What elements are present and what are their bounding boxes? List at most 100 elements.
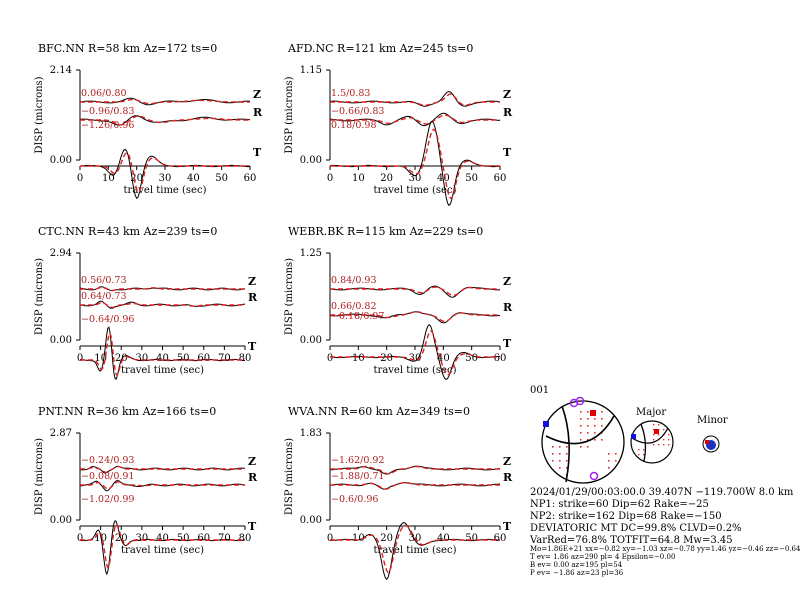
- component-label: Z: [248, 275, 256, 288]
- component-label: R: [503, 106, 513, 119]
- observed-trace-r: [329, 482, 500, 490]
- component-label: R: [248, 471, 258, 484]
- component-label: T: [503, 520, 512, 533]
- y-max-label: 2.94: [50, 248, 72, 259]
- x-tick-label: 10: [352, 353, 365, 364]
- minor-t-marker: [705, 440, 709, 444]
- x-tick-label: 50: [177, 533, 190, 544]
- fit-label: −0.64/0.96: [81, 314, 134, 325]
- y-max-label: 2.14: [50, 65, 72, 76]
- synthetic-trace-r: [330, 481, 500, 490]
- component-label: Z: [253, 88, 261, 101]
- y-min-label: 0.00: [300, 515, 322, 526]
- nodal-plane-2: [545, 415, 615, 445]
- event-id: 001: [530, 385, 549, 396]
- component-label: R: [503, 471, 513, 484]
- x-tick-label: 40: [187, 173, 200, 184]
- fit-label: −1.62/0.92: [331, 455, 384, 466]
- x-tick-label: 20: [380, 533, 393, 544]
- panel-title: AFD.NC R=121 km Az=245 ts=0: [287, 42, 473, 55]
- x-tick-label: 10: [352, 173, 365, 184]
- moment-tensor-line: T ev= 1.86 az=290 pl= 4 Epsilon=−0.00: [530, 553, 675, 561]
- major-plane: [631, 427, 669, 444]
- y-axis-label: DISP (microns): [34, 438, 45, 515]
- x-tick-label: 80: [239, 353, 252, 364]
- moment-tensor-line: P ev= −1.86 az=23 pl=36: [530, 569, 624, 577]
- waveform-panel-webr-bk: WEBR.BK R=115 km Az=229 ts=0 1.25 0.00 DISP…: [284, 225, 513, 381]
- synthetic-trace-t: [80, 523, 245, 569]
- x-tick-label: 60: [494, 353, 507, 364]
- x-tick-label: 0: [77, 173, 83, 184]
- x-axis-label: travel time (sec): [121, 365, 204, 376]
- y-max-label: 2.87: [50, 428, 72, 439]
- major-t-marker: [654, 429, 659, 434]
- p-axis-marker: [543, 421, 549, 427]
- x-tick-label: 20: [130, 173, 143, 184]
- x-tick-label: 0: [327, 533, 333, 544]
- x-tick-label: 20: [115, 353, 128, 364]
- component-label: R: [248, 291, 258, 304]
- fit-label: −1.26/0.96: [81, 120, 134, 131]
- synthetic-trace-r: [80, 115, 250, 126]
- x-axis-label: travel time (sec): [374, 545, 457, 556]
- synthetic-trace-z: [80, 98, 250, 105]
- x-tick-label: 30: [409, 353, 422, 364]
- observed-trace-r: [79, 480, 246, 492]
- x-tick-label: 60: [197, 353, 210, 364]
- component-label: Z: [248, 455, 256, 468]
- y-axis-label: DISP (microns): [284, 438, 295, 515]
- major-plane: [640, 423, 647, 462]
- x-tick-label: 10: [94, 353, 107, 364]
- x-tick-label: 0: [77, 533, 83, 544]
- component-label: T: [248, 520, 257, 533]
- beachball-major: Major: [630, 407, 674, 464]
- fit-label: 0.64/0.73: [81, 291, 127, 302]
- fit-label: −0.66/0.83: [331, 106, 384, 117]
- nodal-plane-1: [561, 405, 570, 483]
- component-label: T: [248, 340, 257, 353]
- fit-label: 0.66/0.82: [331, 301, 377, 312]
- synthetic-trace-t: [330, 128, 500, 200]
- waveform-panel-wva-nn: WVA.NN R=60 km Az=349 ts=0 1.83 0.00 DISP (…: [284, 405, 513, 581]
- y-axis-label: DISP (microns): [284, 76, 295, 153]
- fit-label: 0.84/0.93: [331, 275, 377, 286]
- panel-title: BFC.NN R=58 km Az=172 ts=0: [38, 42, 217, 55]
- x-tick-label: 30: [159, 173, 172, 184]
- waveform-panel-pnt-nn: PNT.NN R=36 km Az=166 ts=0 2.87 0.00 DISP (…: [34, 405, 258, 576]
- x-tick-label: 70: [218, 533, 231, 544]
- moment-tensor-line: B ev= 0.00 az=195 pl=54: [530, 561, 623, 569]
- synthetic-trace-z: [80, 465, 245, 474]
- x-tick-label: 70: [218, 353, 231, 364]
- synthetic-trace-t: [330, 524, 500, 574]
- fit-label: −1.88/0.71: [331, 471, 384, 482]
- waveform-panel-afd-nc: AFD.NC R=121 km Az=245 ts=0 1.15 0.00 DISP …: [284, 42, 513, 207]
- x-tick-label: 0: [327, 353, 333, 364]
- waveform-panel-ctc-nn: CTC.NN R=43 km Az=239 ts=0 2.94 0.00 DISP (…: [34, 225, 258, 380]
- synthetic-trace-r: [80, 480, 245, 490]
- synthetic-trace-z: [330, 93, 500, 107]
- observed-trace-z: [329, 285, 500, 298]
- major-label: Major: [636, 407, 666, 418]
- fit-label: −0.96/0.83: [81, 106, 134, 117]
- fit-label: 1.5/0.83: [331, 88, 370, 99]
- observed-trace-z: [79, 97, 250, 106]
- x-tick-label: 50: [465, 173, 478, 184]
- t-axis-marker: [590, 410, 596, 416]
- component-label: T: [503, 337, 512, 350]
- x-tick-label: 80: [239, 533, 252, 544]
- x-tick-label: 50: [465, 353, 478, 364]
- y-min-label: 0.00: [50, 515, 72, 526]
- y-max-label: 1.25: [300, 248, 322, 259]
- synthetic-trace-r: [330, 310, 500, 323]
- waveform-panel-bfc-nn: BFC.NN R=58 km Az=172 ts=0 2.14 0.00 DISP (…: [34, 42, 263, 200]
- x-axis-label: travel time (sec): [374, 185, 457, 196]
- beachball-main: [541, 396, 625, 484]
- component-label: Z: [503, 275, 511, 288]
- mechanism-line: DEVIATORIC MT DC=99.8% CLVD=0.2%: [530, 523, 742, 534]
- minor-label: Minor: [697, 415, 728, 426]
- x-tick-label: 40: [437, 353, 450, 364]
- x-tick-label: 40: [156, 353, 169, 364]
- mechanism-line: 2024/01/29/00:03:00.0 39.407N −119.700W …: [530, 487, 794, 498]
- synthetic-trace-r: [80, 301, 245, 309]
